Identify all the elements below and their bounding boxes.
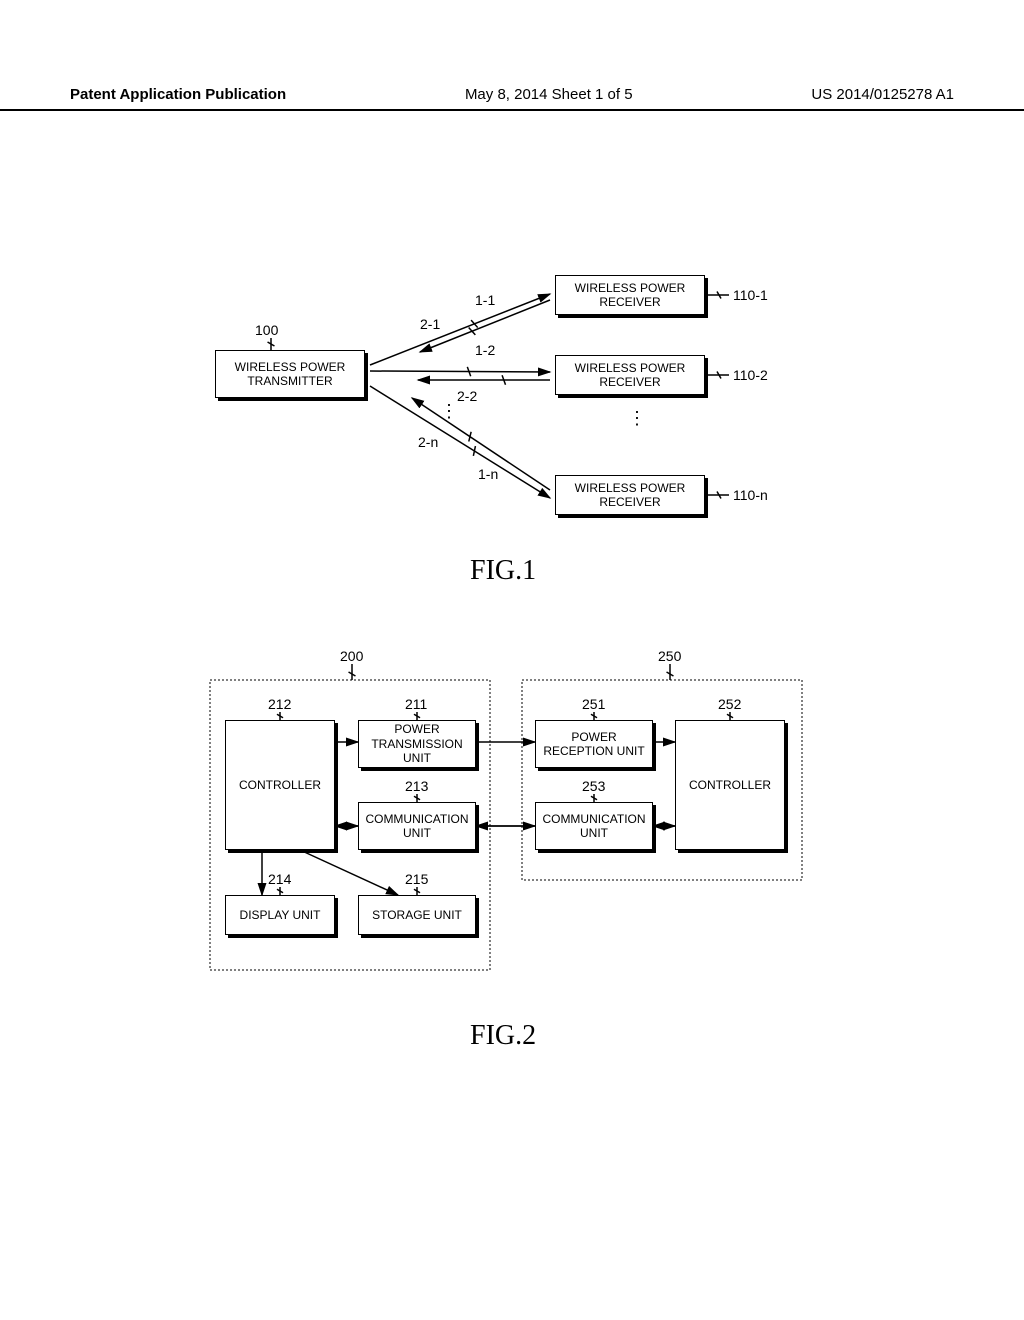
ref-label: 214 bbox=[268, 871, 291, 887]
block: COMMUNICATIONUNIT bbox=[535, 802, 653, 850]
ref-label: 1-n bbox=[478, 466, 498, 482]
ref-label: 1-1 bbox=[475, 292, 495, 308]
block: DISPLAY UNIT bbox=[225, 895, 335, 935]
svg-layer bbox=[0, 0, 1024, 1320]
ref-label: 2-n bbox=[418, 434, 438, 450]
block: STORAGE UNIT bbox=[358, 895, 476, 935]
block: POWERTRANSMISSIONUNIT bbox=[358, 720, 476, 768]
ref-label: 200 bbox=[340, 648, 363, 664]
ref-label: 211 bbox=[405, 696, 427, 712]
diagram-area: WIRELESS POWERTRANSMITTER 100 WIRELESS POW… bbox=[0, 0, 1024, 1320]
block: CONTROLLER bbox=[675, 720, 785, 850]
ref-label: 215 bbox=[405, 871, 428, 887]
ref-label: 110-2 bbox=[733, 367, 768, 383]
ref-label: 110-n bbox=[733, 487, 768, 503]
ref-label: 100 bbox=[255, 322, 278, 338]
block: WIRELESS POWERRECEIVER bbox=[555, 355, 705, 395]
ref-label: 252 bbox=[718, 696, 741, 712]
block: WIRELESS POWERRECEIVER bbox=[555, 275, 705, 315]
ref-label: 2-1 bbox=[420, 316, 440, 332]
ref-label: 110-1 bbox=[733, 287, 768, 303]
ref-label: 2-2 bbox=[457, 388, 477, 404]
ref-label: 251 bbox=[582, 696, 605, 712]
ref-label: 213 bbox=[405, 778, 428, 794]
ref-label: 253 bbox=[582, 778, 605, 794]
fig1-caption: FIG.1 bbox=[470, 555, 536, 587]
fig2-caption: FIG.2 bbox=[470, 1020, 536, 1052]
block: CONTROLLER bbox=[225, 720, 335, 850]
block: WIRELESS POWERTRANSMITTER bbox=[215, 350, 365, 398]
ref-label: 1-2 bbox=[475, 342, 495, 358]
ref-label: 250 bbox=[658, 648, 681, 664]
ref-label: 212 bbox=[268, 696, 291, 712]
block: COMMUNICATIONUNIT bbox=[358, 802, 476, 850]
block: WIRELESS POWERRECEIVER bbox=[555, 475, 705, 515]
block: POWERRECEPTION UNIT bbox=[535, 720, 653, 768]
